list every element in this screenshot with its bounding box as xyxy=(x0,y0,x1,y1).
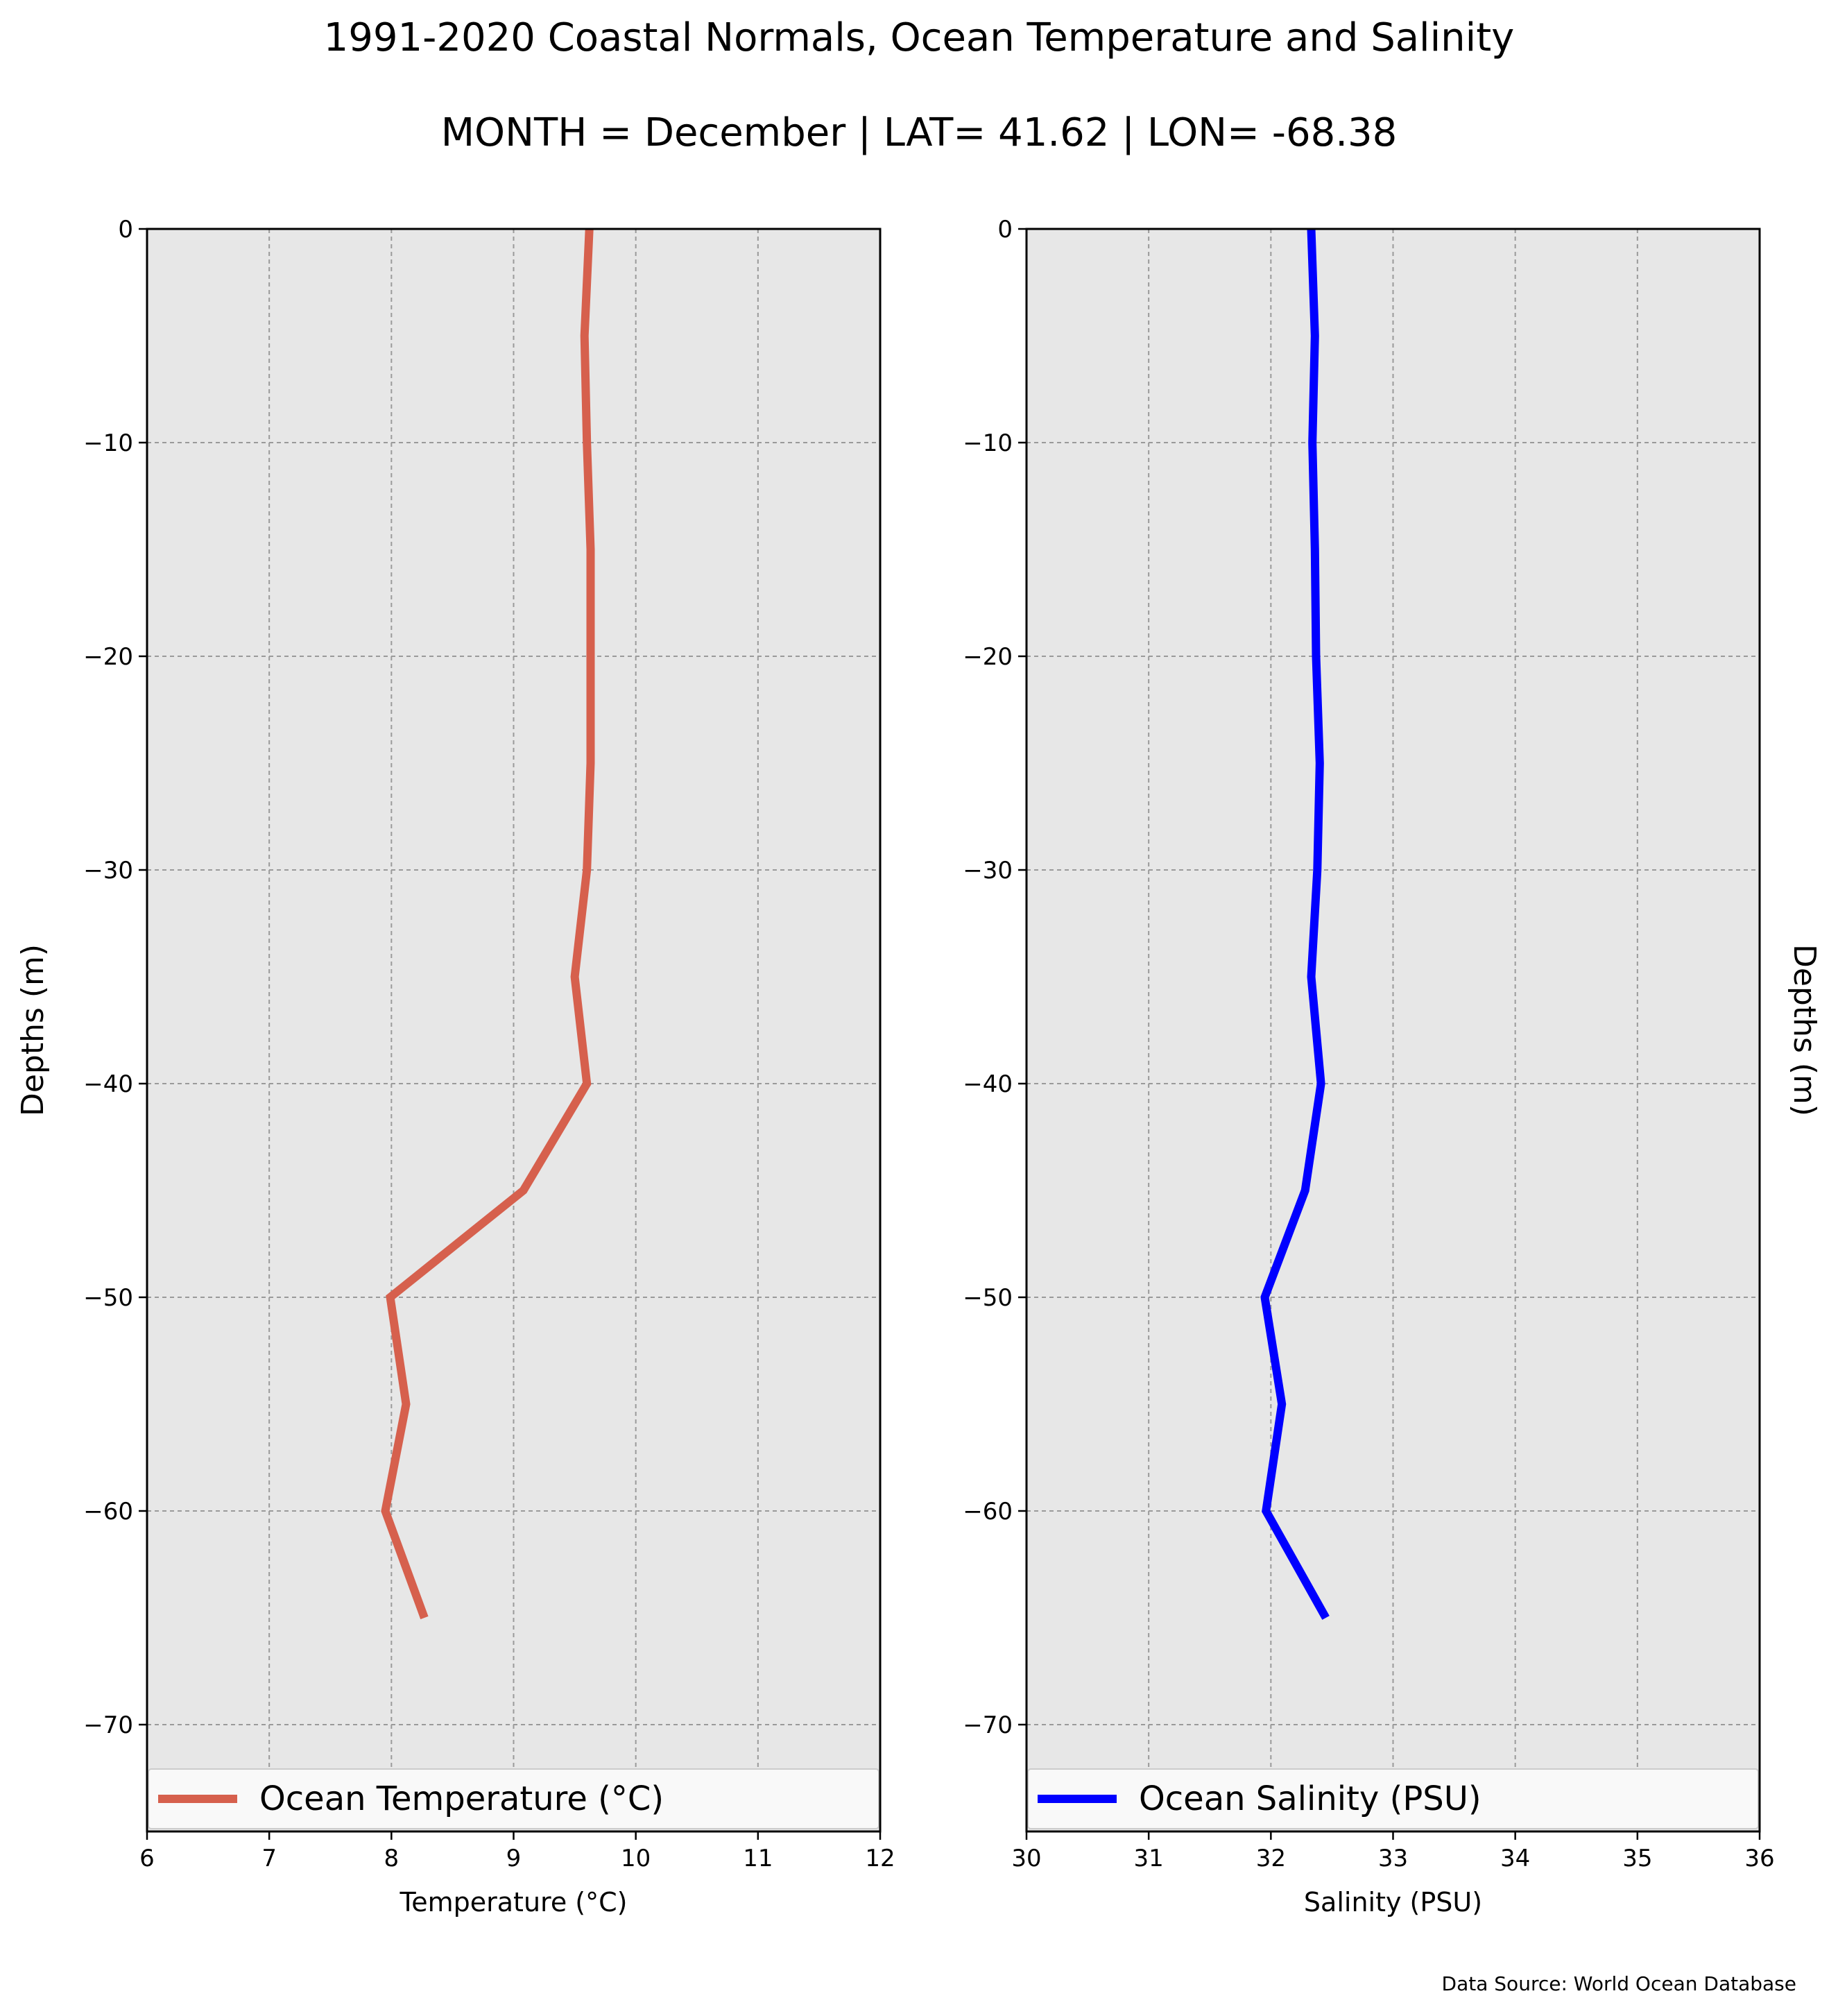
temperature-panel: Ocean Temperature (°C) 6 7 8 9 10 11 12 0 −10 −20 −… xyxy=(15,216,895,1917)
temperature-legend-box xyxy=(148,1768,879,1829)
salinity-y-tick-label: −70 xyxy=(963,1711,1013,1739)
salinity-series-line xyxy=(1260,228,1330,1620)
temperature-y-tick-label: −30 xyxy=(83,857,133,885)
temperature-y-axis-label: Depths (m) xyxy=(15,944,51,1116)
salinity-panel: Ocean Salinity (PSU) 30 31 32 33 34 35 36 0 −10 −2… xyxy=(963,216,1822,1917)
salinity-y-axis-label: Depths (m) xyxy=(1787,944,1822,1116)
chart-subtitle: MONTH = December | LAT= 41.62 | LON= -68… xyxy=(441,110,1398,155)
temperature-x-tick-label: 6 xyxy=(139,1845,155,1872)
salinity-y-tick-label: −50 xyxy=(963,1284,1013,1312)
temperature-x-tick-label: 12 xyxy=(865,1845,895,1872)
salinity-x-tick-label: 30 xyxy=(1011,1845,1041,1872)
temperature-legend-label: Ocean Temperature (°C) xyxy=(259,1779,664,1818)
temperature-x-tick-label: 7 xyxy=(261,1845,277,1872)
salinity-y-tick-label: 0 xyxy=(997,216,1013,244)
salinity-x-tick-label: 35 xyxy=(1622,1845,1652,1872)
salinity-x-tick-label: 31 xyxy=(1134,1845,1164,1872)
salinity-x-tick-label: 32 xyxy=(1256,1845,1286,1872)
salinity-x-tick-label: 34 xyxy=(1500,1845,1530,1872)
temperature-y-tick-label: −50 xyxy=(83,1284,133,1312)
temperature-y-tick-label: −60 xyxy=(83,1498,133,1526)
temperature-y-tick-label: −20 xyxy=(83,643,133,671)
temperature-x-tick-label: 10 xyxy=(621,1845,651,1872)
salinity-x-tick-label: 33 xyxy=(1378,1845,1408,1872)
salinity-legend-box xyxy=(1027,1768,1759,1829)
temperature-y-tick-label: −40 xyxy=(83,1070,133,1098)
salinity-legend-label: Ocean Salinity (PSU) xyxy=(1139,1779,1481,1818)
temperature-y-tick-label: −70 xyxy=(83,1711,133,1739)
temperature-y-tick-label: 0 xyxy=(118,216,133,244)
data-source-note: Data Source: World Ocean Database xyxy=(1442,1972,1796,1995)
chart-title: 1991-2020 Coastal Normals, Ocean Tempera… xyxy=(324,15,1515,60)
salinity-x-tick-label: 36 xyxy=(1744,1845,1774,1872)
salinity-y-tick-label: −10 xyxy=(963,429,1013,457)
salinity-x-axis-label: Salinity (PSU) xyxy=(1304,1887,1482,1917)
salinity-y-tick-label: −60 xyxy=(963,1498,1013,1526)
temperature-x-tick-label: 8 xyxy=(384,1845,400,1872)
temperature-series-line xyxy=(381,228,595,1620)
salinity-y-tick-label: −40 xyxy=(963,1070,1013,1098)
temperature-x-tick-label: 11 xyxy=(743,1845,773,1872)
temperature-y-tick-label: −10 xyxy=(83,429,133,457)
temperature-x-tick-label: 9 xyxy=(506,1845,522,1872)
salinity-y-tick-label: −30 xyxy=(963,857,1013,885)
temperature-x-axis-label: Temperature (°C) xyxy=(400,1887,628,1917)
salinity-y-tick-label: −20 xyxy=(963,643,1013,671)
